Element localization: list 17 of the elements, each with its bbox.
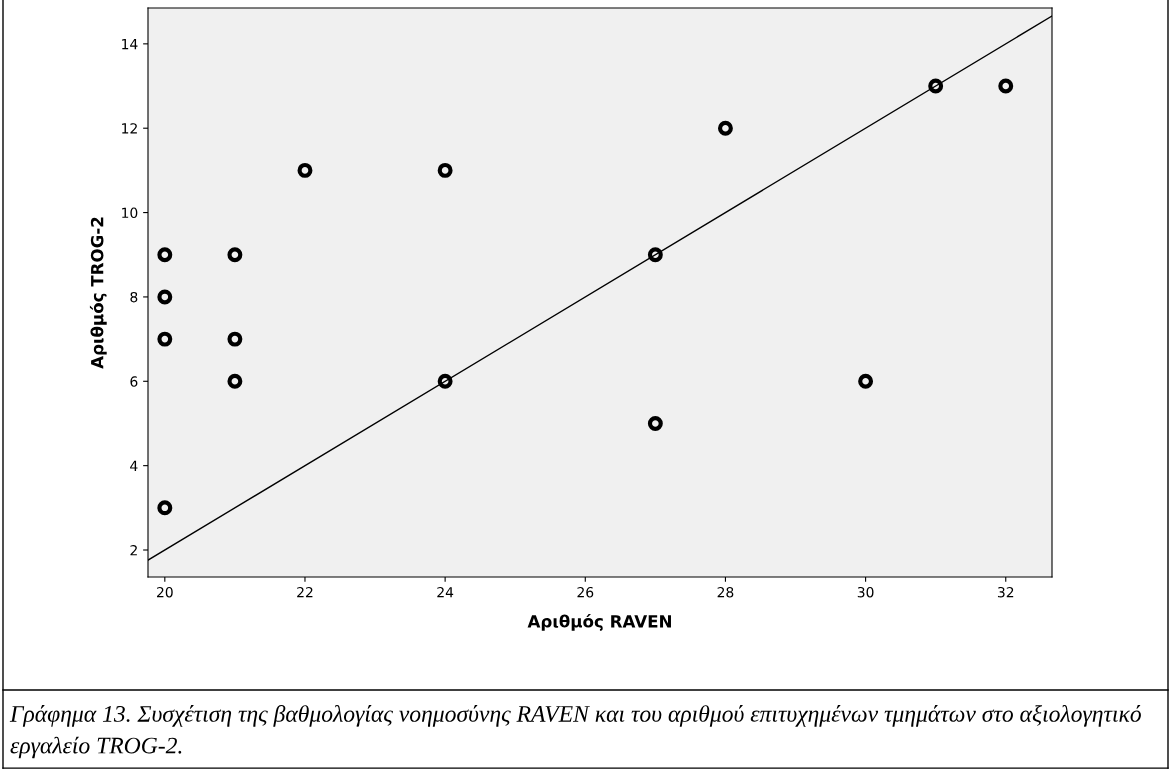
y-axis-title: Αριθμός TROG-2: [89, 217, 107, 369]
x-tick-label: 26: [577, 586, 594, 598]
x-tick-label: 22: [297, 586, 313, 598]
x-tick-label: 20: [157, 586, 173, 598]
y-tick-label: 10: [122, 207, 138, 219]
y-tick-label: 2: [130, 544, 137, 556]
y-tick-label: 6: [130, 376, 138, 387]
y-tick-label: 8: [130, 291, 138, 303]
y-tick-label: 12: [122, 123, 137, 134]
x-axis-title: Αριθμός RAVEN: [527, 614, 671, 631]
x-tick-label: 30: [857, 586, 874, 598]
y-tick-label: 14: [122, 39, 138, 50]
text: Γράφημα 13. Συσχέτιση της βαθμολογίας νοημοσύνης RAVEN και του αριθμού επιτυχημένων τμημάτων στο αξιολογητικό εργαλείο TROG-2.: [9, 705, 1141, 759]
y-tick-label: 4: [130, 460, 138, 471]
x-tick-label: 28: [717, 586, 734, 598]
x-tick-label: 24: [437, 586, 454, 598]
x-tick-label: 32: [997, 586, 1014, 598]
